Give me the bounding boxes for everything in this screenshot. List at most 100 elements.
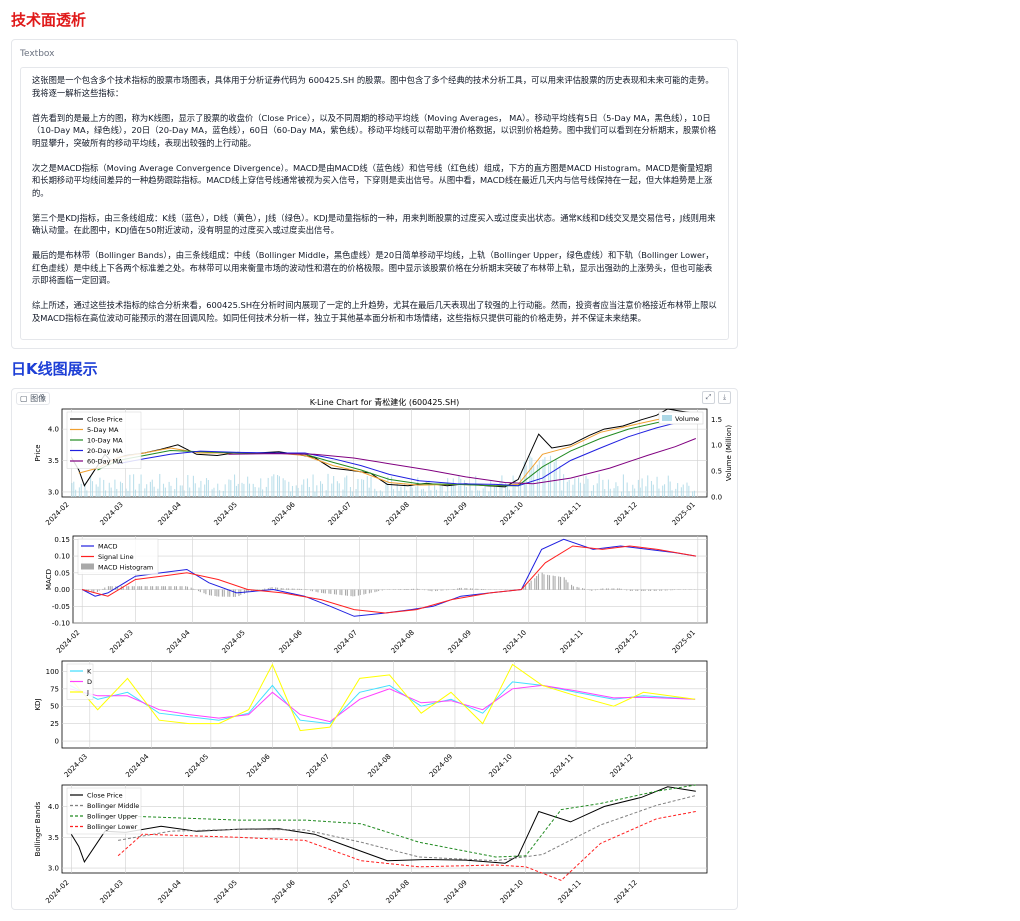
volume-bar bbox=[523, 461, 525, 497]
volume-bar bbox=[119, 481, 122, 497]
macd-histogram-bar bbox=[423, 589, 426, 591]
paragraph-bollinger: 最后的是布林带（Bollinger Bands），由三条线组成：中线（Bolli… bbox=[32, 250, 714, 285]
legend-label: 60-Day MA bbox=[87, 458, 123, 466]
volume-bar bbox=[366, 476, 368, 497]
volume-bar bbox=[291, 485, 294, 497]
x-tick-label: 2024-09 bbox=[443, 501, 469, 527]
y-axis-label: Bollinger Bands bbox=[34, 801, 42, 856]
series-line-k bbox=[69, 681, 696, 725]
volume-bar bbox=[370, 476, 372, 497]
macd-histogram-bar bbox=[243, 589, 246, 594]
y-tick-label: 100 bbox=[46, 668, 59, 676]
macd-histogram-bar bbox=[571, 584, 573, 590]
macd-histogram-bar bbox=[629, 589, 631, 591]
legend-label: Close Price bbox=[87, 416, 123, 424]
series-line-j bbox=[69, 663, 696, 732]
expand-icon[interactable]: ⤢ bbox=[702, 391, 715, 404]
series-line-ma60 bbox=[228, 438, 696, 485]
y-tick-label: 3.0 bbox=[48, 865, 59, 873]
volume-bar bbox=[278, 476, 280, 497]
volume-bar bbox=[415, 486, 417, 497]
volume-bar bbox=[144, 488, 146, 497]
volume-bar bbox=[508, 489, 510, 497]
volume-bar bbox=[536, 464, 538, 497]
macd-histogram-bar bbox=[591, 589, 593, 591]
volume-bar bbox=[574, 478, 576, 497]
volume-bar bbox=[230, 480, 232, 497]
macd-histogram-bar bbox=[300, 588, 302, 590]
plot-area-3 bbox=[61, 784, 708, 874]
legend-label: 5-Day MA bbox=[87, 426, 119, 434]
y-right-axis-label: Volume (Million) bbox=[725, 425, 733, 482]
volume-bar bbox=[531, 457, 533, 497]
macd-histogram-bar bbox=[547, 574, 549, 590]
macd-histogram-bar bbox=[374, 589, 376, 593]
macd-histogram-bar bbox=[267, 588, 269, 590]
volume-bar bbox=[73, 481, 75, 497]
volume-bar bbox=[632, 484, 634, 497]
macd-histogram-bar bbox=[525, 585, 527, 590]
macd-histogram-bar bbox=[229, 589, 231, 597]
macd-histogram-bar bbox=[464, 588, 466, 590]
volume-bar bbox=[205, 478, 208, 497]
paragraph-intro: 这张图是一个包含多个技术指标的股票市场图表，具体用于分析证券代码为 600425… bbox=[32, 75, 714, 98]
volume-bar bbox=[622, 474, 624, 497]
volume-bar bbox=[361, 479, 363, 497]
series-line-signal bbox=[82, 545, 697, 614]
macd-histogram-bar bbox=[297, 588, 299, 590]
volume-bar bbox=[591, 490, 593, 497]
volume-bar bbox=[493, 483, 495, 497]
x-tick-label: 2024-05 bbox=[221, 629, 247, 655]
volume-bar bbox=[585, 475, 587, 497]
analysis-textarea[interactable]: 这张图是一个包含多个技术指标的股票市场图表，具体用于分析证券代码为 600425… bbox=[20, 67, 729, 340]
macd-histogram-bar bbox=[214, 589, 216, 596]
volume-bar bbox=[80, 483, 82, 497]
macd-histogram-bar bbox=[458, 587, 461, 590]
y-right-tick-label: 0.5 bbox=[711, 468, 722, 476]
y-tick-label: 4.0 bbox=[48, 426, 59, 434]
volume-bar bbox=[495, 484, 497, 497]
x-tick-label: 2024-12 bbox=[613, 879, 639, 905]
macd-histogram-bar bbox=[607, 588, 609, 590]
macd-histogram-bar bbox=[306, 589, 308, 591]
macd-histogram-bar bbox=[315, 589, 317, 592]
macd-histogram-bar bbox=[128, 586, 130, 590]
volume-bar bbox=[262, 489, 264, 497]
volume-bar bbox=[598, 473, 600, 497]
volume-bar bbox=[647, 475, 649, 497]
volume-bar bbox=[656, 476, 658, 497]
volume-bar bbox=[86, 490, 88, 497]
volume-bar bbox=[604, 489, 606, 497]
volume-bar bbox=[626, 482, 628, 497]
volume-bar bbox=[621, 491, 623, 497]
macd-histogram-bar bbox=[446, 589, 448, 591]
macd-histogram-bar bbox=[429, 589, 431, 591]
series-line-ma5 bbox=[78, 412, 696, 487]
volume-bar bbox=[506, 484, 509, 497]
volume-bar bbox=[533, 466, 535, 497]
volume-bar bbox=[241, 482, 243, 497]
volume-bar bbox=[284, 480, 286, 497]
legend-label: Close Price bbox=[87, 792, 123, 800]
volume-bar bbox=[207, 479, 209, 497]
legend-label: Bollinger Middle bbox=[87, 802, 139, 810]
y-tick-label: 3.0 bbox=[48, 488, 59, 496]
macd-histogram-bar bbox=[475, 588, 477, 590]
volume-bar bbox=[477, 490, 479, 497]
x-tick-label: 2024-10 bbox=[499, 879, 525, 905]
volume-bar bbox=[363, 479, 365, 497]
x-tick-label: 2024-08 bbox=[366, 753, 392, 779]
macd-histogram-bar bbox=[311, 589, 313, 592]
chart-title: K-Line Chart for 青松建化 (600425.SH) bbox=[310, 397, 460, 407]
macd-histogram-bar bbox=[541, 572, 543, 590]
volume-bar bbox=[450, 483, 452, 497]
macd-histogram-bar bbox=[565, 579, 567, 590]
volume-bar bbox=[114, 479, 116, 497]
volume-bar bbox=[639, 487, 641, 497]
volume-bar bbox=[420, 489, 423, 497]
macd-histogram-bar bbox=[412, 588, 415, 590]
macd-histogram-bar bbox=[626, 589, 628, 591]
download-icon[interactable]: ⤓ bbox=[718, 391, 731, 404]
volume-bar bbox=[617, 486, 619, 497]
macd-histogram-bar bbox=[670, 589, 672, 591]
